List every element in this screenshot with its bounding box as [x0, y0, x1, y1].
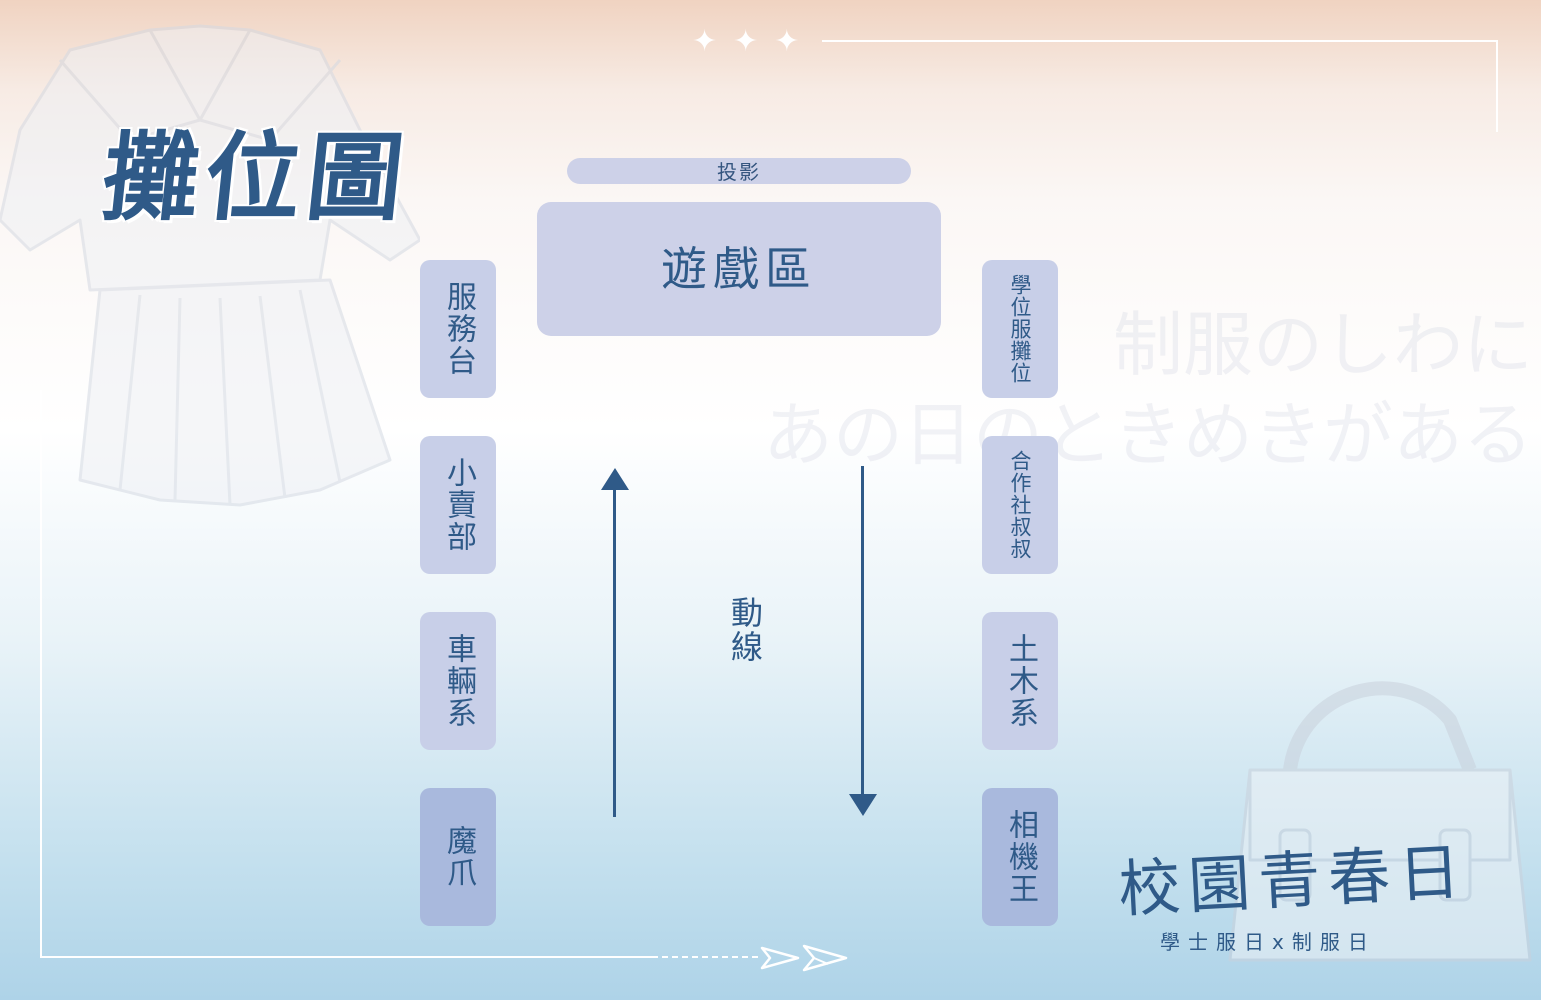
- game-area: 遊戲區: [537, 202, 941, 336]
- sailor-uniform-illustration: [0, 24, 420, 507]
- arrow-up-icon: [601, 468, 629, 490]
- frame-line-bottom: [40, 956, 652, 958]
- frame-line-left: [40, 390, 42, 958]
- event-logo: 校園青春日: [1116, 834, 1470, 927]
- flow-label: 動線: [726, 596, 764, 664]
- background-text-line2: あの日のときめきがある: [763, 394, 1533, 476]
- arrow-down-icon: [849, 794, 877, 816]
- booth-label: 車輛系: [441, 633, 476, 729]
- frame-line-top: [822, 40, 1498, 42]
- booth-label: 小賣部: [441, 457, 476, 553]
- booth-label: 服務台: [441, 281, 476, 377]
- booth-civil-engineering: 土木系: [982, 612, 1058, 750]
- booth-claw-machine: 魔爪: [420, 788, 496, 926]
- flow-arrow-up-shaft: [613, 484, 616, 817]
- booth-service-desk: 服務台: [420, 260, 496, 398]
- booth-graduation-gown: 學位服攤位: [982, 260, 1058, 398]
- event-logo-subtitle: 學士服日x制服日: [1160, 930, 1376, 954]
- booth-label: 魔爪: [441, 825, 476, 889]
- projection-area: 投影: [567, 158, 911, 184]
- background-text-line1: 制服のしわに: [1113, 304, 1533, 386]
- game-area-label: 遊戲區: [661, 242, 817, 296]
- page-title: 攤位圖: [97, 122, 415, 234]
- booth-vehicle-dept: 車輛系: [420, 612, 496, 750]
- booth-camera-king: 相機王: [982, 788, 1058, 926]
- booth-snack-shop: 小賣部: [420, 436, 496, 574]
- booth-label: 合作社叔叔: [1008, 450, 1032, 560]
- school-bag-illustration: [1228, 681, 1532, 962]
- paper-plane-icon: [760, 944, 848, 972]
- projection-label: 投影: [717, 160, 761, 184]
- booth-label: 土木系: [1003, 633, 1038, 729]
- booth-coop-uncle: 合作社叔叔: [982, 436, 1058, 574]
- flow-arrow-down-shaft: [861, 466, 864, 796]
- sparkle-icon: ✦✦✦: [692, 24, 816, 59]
- frame-line-right: [1496, 40, 1498, 132]
- booth-label: 相機王: [1003, 809, 1038, 905]
- booth-label: 學位服攤位: [1008, 274, 1032, 384]
- frame-dashed-line: [652, 956, 758, 958]
